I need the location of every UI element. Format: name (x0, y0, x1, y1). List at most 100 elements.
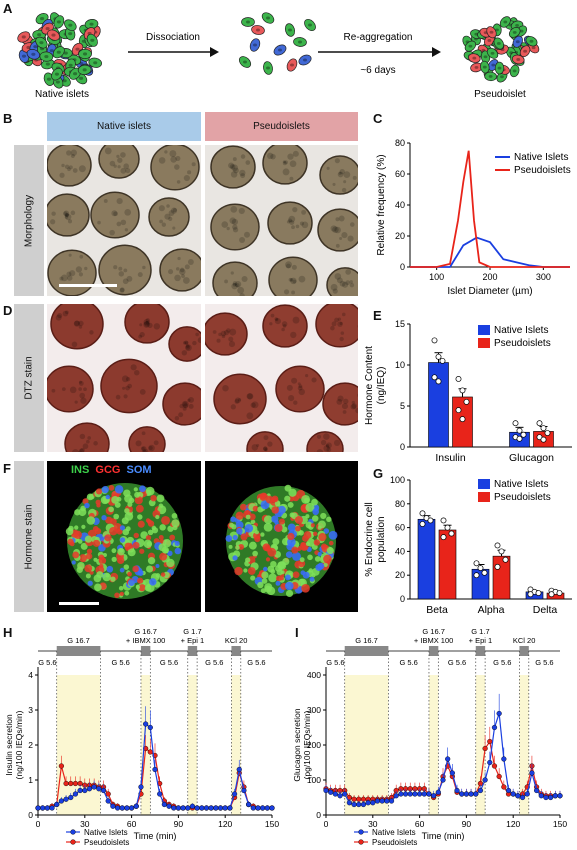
data-point (96, 786, 102, 792)
data-point (538, 793, 544, 799)
data-point (548, 591, 555, 598)
cell (52, 46, 65, 59)
texture (330, 225, 337, 232)
cell (480, 60, 490, 74)
texture (148, 444, 155, 452)
texture (142, 265, 146, 270)
stimulus-shade (187, 675, 198, 815)
texture (64, 164, 70, 170)
texture (323, 433, 330, 440)
stimulus-shade (231, 675, 241, 815)
texture (141, 431, 146, 436)
cell-nucleus (278, 48, 282, 52)
schematic-dissociation-label: Dissociation (146, 32, 200, 43)
cell-stain (257, 581, 264, 589)
cell-stain (135, 585, 140, 590)
data-point (498, 548, 505, 555)
data-point (463, 791, 470, 797)
cell-stain (247, 567, 256, 575)
texture (234, 281, 242, 288)
texture (123, 163, 130, 170)
x-category-label: Beta (426, 604, 448, 616)
cell-nucleus (266, 16, 270, 20)
cell-stain (161, 515, 171, 525)
cell (525, 36, 538, 47)
legend-marker (70, 829, 76, 835)
data-point (199, 805, 205, 811)
data-point (246, 801, 252, 808)
texture (229, 217, 237, 224)
cell-nucleus (468, 44, 473, 48)
texture (113, 265, 118, 270)
data-point (501, 784, 507, 790)
cell-stain (300, 570, 306, 576)
islet (317, 208, 358, 252)
cell-stain (284, 484, 292, 492)
texture (212, 330, 217, 334)
islet (148, 197, 190, 237)
texture (283, 289, 290, 295)
data-point (439, 357, 446, 364)
cell-stain (166, 558, 175, 568)
texture (282, 161, 287, 166)
panel-letter-g: G (373, 466, 384, 481)
y-tick-label: 20 (395, 570, 405, 580)
texture (183, 174, 190, 182)
texture (291, 225, 295, 230)
cell-stain (305, 502, 315, 512)
islet (210, 145, 256, 189)
texture (334, 273, 342, 280)
cell-stain (244, 510, 250, 515)
texture (288, 395, 295, 402)
cell-stain (274, 523, 283, 532)
texture (251, 444, 259, 451)
texture (143, 448, 149, 452)
data-point (147, 749, 153, 755)
y-axis-label: Glucagon secretion (292, 708, 302, 782)
schematic-reaggregation-label: Re-aggregation (344, 32, 413, 43)
texture (62, 310, 69, 317)
data-point (250, 805, 256, 811)
cell-stain (117, 548, 125, 556)
data-point (119, 805, 125, 811)
texture (338, 171, 342, 175)
data-point (496, 710, 502, 717)
data-point (482, 745, 488, 752)
data-point (440, 534, 447, 541)
texture (239, 236, 246, 244)
data-point (374, 798, 381, 804)
cell-stain (243, 568, 248, 573)
cell-stain (281, 526, 288, 533)
cell-stain (264, 585, 272, 593)
texture (118, 266, 123, 271)
cell-stain (284, 581, 294, 591)
texture (143, 321, 150, 328)
cell-stain (265, 495, 274, 504)
y-tick-label: 400 (307, 670, 321, 680)
legend-marker (358, 829, 364, 835)
cell-stain (317, 551, 322, 557)
texture (181, 274, 185, 278)
cell-nucleus (63, 51, 68, 55)
texture (139, 331, 145, 338)
cell (77, 64, 92, 75)
texture (320, 439, 327, 446)
texture (316, 434, 322, 439)
texture (185, 345, 191, 350)
texture (238, 207, 245, 215)
texture (301, 221, 309, 229)
texture (174, 164, 180, 170)
cell-stain (108, 506, 114, 513)
x-category-label: Alpha (478, 604, 505, 616)
data-point (208, 805, 214, 811)
cell-nucleus (474, 65, 479, 69)
texture (179, 268, 186, 276)
protocol-label: G 16.7 (134, 627, 157, 636)
cell-stain (147, 557, 156, 565)
cell-stain (254, 535, 261, 543)
cell-stain (225, 535, 233, 542)
cell-nucleus (512, 69, 517, 73)
cell-nucleus (39, 17, 45, 21)
texture (247, 393, 254, 400)
texture (291, 290, 296, 295)
